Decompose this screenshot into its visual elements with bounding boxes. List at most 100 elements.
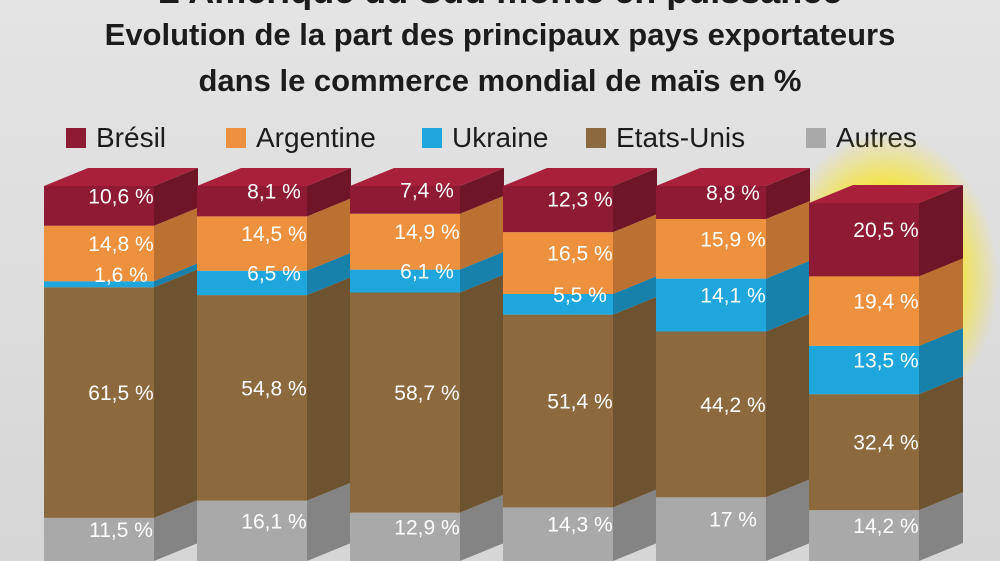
bar-top-cap (350, 168, 504, 186)
bar-side-brésil (919, 185, 963, 277)
data-label: 61,5 % (88, 382, 153, 405)
data-label: 58,7 % (394, 382, 459, 405)
bar-side-ukraine (154, 263, 198, 288)
bar-5: 17 % 44,2 % 14,1 % 15,9 % 8,8 % (656, 168, 810, 561)
data-label: 17 % (709, 509, 757, 532)
data-label: 14,9 % (394, 221, 459, 244)
bar-segment-ukraine (44, 281, 154, 288)
bar-segment-brésil (44, 186, 154, 226)
data-label: 14,2 % (853, 515, 918, 538)
data-label: 14,5 % (241, 223, 306, 246)
legend-label: Argentine (256, 122, 376, 153)
data-label: 54,8 % (241, 377, 306, 400)
bar-top-cap (656, 168, 810, 186)
bar-side-argentine (613, 214, 657, 294)
bar-side-brésil (460, 168, 504, 214)
data-label: 6,5 % (247, 262, 301, 285)
bar-side-argentine (919, 258, 963, 346)
data-label: 12,9 % (394, 516, 459, 539)
bar-side-brésil (154, 168, 198, 226)
legend-swatch (66, 128, 86, 148)
legend-swatch (586, 128, 606, 148)
bar-side-etats-unis (613, 296, 657, 508)
data-label: 8,8 % (706, 182, 760, 205)
bar-segment-argentine (503, 232, 613, 294)
bar-side-autres (613, 489, 657, 561)
bar-side-brésil (307, 168, 351, 217)
data-label: 11,5 % (89, 519, 153, 542)
data-label: 7,4 % (400, 179, 454, 202)
data-label: 16,5 % (547, 243, 612, 266)
bar-segment-argentine (350, 213, 460, 270)
data-label: 12,3 % (547, 189, 612, 212)
bar-segment-autres (350, 512, 460, 561)
bar-side-ukraine (766, 260, 810, 332)
data-label: 44,2 % (700, 394, 765, 417)
bar-side-argentine (307, 198, 351, 271)
bar-6: 14,2 % 32,4 % 13,5 % 19,4 % 20,5 % (809, 185, 963, 561)
bar-segment-argentine (197, 216, 307, 271)
legend-swatch (806, 128, 826, 148)
bar-side-etats-unis (919, 376, 963, 511)
data-label: 51,4 % (547, 391, 612, 414)
data-label: 10,6 % (88, 185, 153, 208)
bar-side-argentine (460, 195, 504, 270)
bar-segment-autres (503, 507, 613, 561)
bar-segment-etats-unis (44, 287, 154, 518)
legend-swatch (422, 128, 442, 148)
bar-segment-brésil (197, 186, 307, 217)
legend-label: Ukraine (452, 122, 549, 153)
main-title: L'Amérique du Sud monte en puissance (0, 0, 1000, 10)
bar-side-autres (307, 482, 351, 561)
data-label: 32,4 % (853, 432, 918, 455)
bar-segment-ukraine (809, 345, 919, 395)
data-label: 20,5 % (853, 219, 918, 242)
bar-side-etats-unis (766, 313, 810, 498)
data-label: 8,1 % (247, 181, 301, 204)
bar-side-argentine (154, 207, 198, 282)
bar-segment-etats-unis (809, 394, 919, 511)
bar-segment-ukraine (503, 294, 613, 315)
data-label: 5,5 % (553, 284, 607, 307)
bar-2: 16,1 % 54,8 % 6,5 % 14,5 % 8,1 % (197, 168, 351, 561)
bar-segment-brésil (503, 186, 613, 233)
bar-side-etats-unis (154, 269, 198, 518)
bar-segment-etats-unis (350, 292, 460, 513)
legend-item-argentine: Argentine (226, 118, 376, 158)
legend-item-bresil: Brésil (66, 118, 166, 158)
bar-side-autres (460, 494, 504, 561)
chart-legend: Brésil Argentine Ukraine Etats-Unis Autr… (0, 118, 1000, 158)
bar-side-ukraine (307, 252, 351, 296)
bar-side-autres (919, 492, 963, 561)
bar-top-cap (197, 168, 351, 186)
bar-segment-etats-unis (197, 295, 307, 501)
bar-segment-brésil (809, 203, 919, 277)
bar-segment-brésil (656, 186, 766, 219)
bar-side-etats-unis (307, 277, 351, 501)
bar-side-brésil (613, 168, 657, 233)
bar-segment-brésil (350, 186, 460, 214)
bar-top-cap (44, 168, 198, 186)
bar-1: 11,5 % 61,5 % 1,6 % 14,8 % 10,6 % (44, 168, 198, 561)
bar-side-autres (766, 479, 810, 561)
bar-side-ukraine (613, 276, 657, 315)
legend-item-ukraine: Ukraine (422, 118, 548, 158)
bar-4: 14,3 % 51,4 % 5,5 % 16,5 % 12,3 % (503, 168, 657, 561)
bar-side-autres (154, 499, 198, 561)
data-label: 15,9 % (700, 228, 765, 251)
legend-label: Brésil (96, 122, 167, 153)
data-label: 6,1 % (400, 261, 454, 284)
bar-side-brésil (766, 168, 810, 219)
bar-segment-autres (44, 517, 154, 561)
data-label: 14,1 % (700, 285, 765, 308)
data-label: 19,4 % (853, 291, 918, 314)
bar-segment-argentine (809, 276, 919, 346)
bar-segment-autres (809, 510, 919, 561)
data-label: 14,8 % (88, 233, 153, 256)
bar-segment-autres (197, 500, 307, 561)
bar-segment-etats-unis (503, 314, 613, 508)
bar-segment-ukraine (350, 269, 460, 293)
data-label: 1,6 % (94, 264, 148, 287)
